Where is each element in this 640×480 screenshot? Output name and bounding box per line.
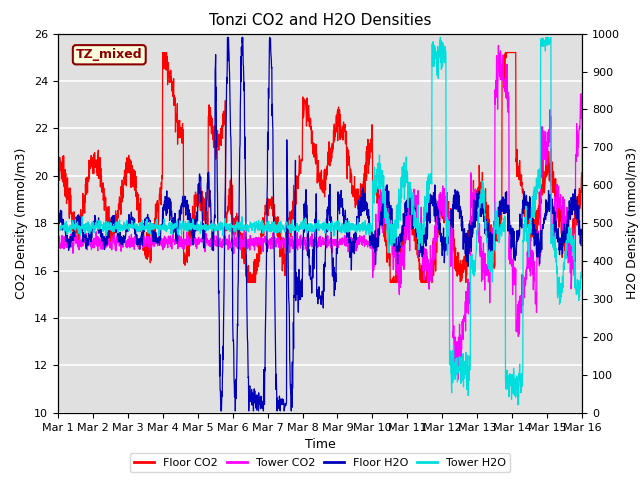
- Title: Tonzi CO2 and H2O Densities: Tonzi CO2 and H2O Densities: [209, 13, 431, 28]
- Text: TZ_mixed: TZ_mixed: [76, 48, 143, 61]
- Legend: Floor CO2, Tower CO2, Floor H2O, Tower H2O: Floor CO2, Tower CO2, Floor H2O, Tower H…: [130, 453, 510, 472]
- Y-axis label: H2O Density (mmol/m3): H2O Density (mmol/m3): [626, 147, 639, 299]
- Y-axis label: CO2 Density (mmol/m3): CO2 Density (mmol/m3): [15, 147, 28, 299]
- X-axis label: Time: Time: [305, 438, 335, 451]
